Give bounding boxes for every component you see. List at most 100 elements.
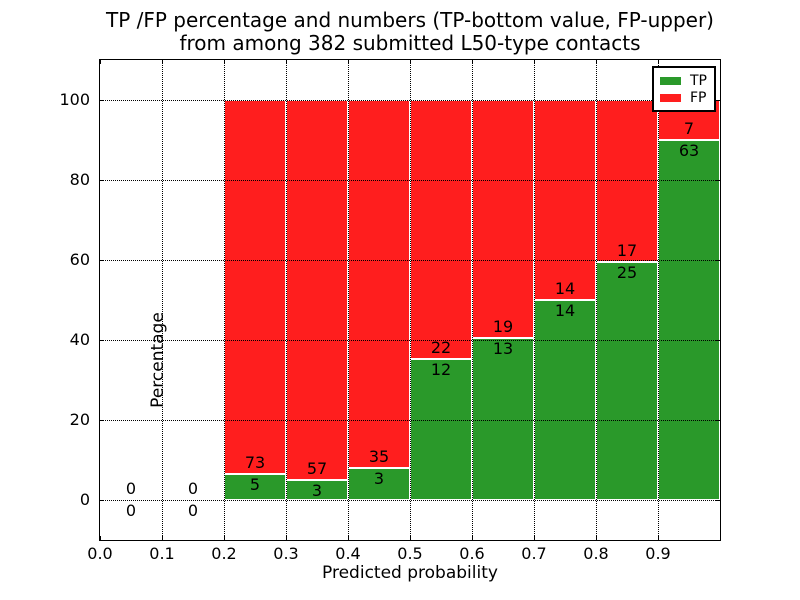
x-gridline: [534, 60, 535, 540]
x-gridline: [224, 60, 225, 540]
x-tick-label: 0.2: [211, 544, 237, 563]
bar-segment-fp: [348, 100, 410, 469]
chart-title-line2: from among 382 submitted L50-type contac…: [179, 31, 641, 55]
fp-color-swatch-icon: [660, 93, 681, 102]
bar-segment-tp: [410, 358, 472, 500]
x-tickmark-top: [224, 60, 225, 64]
y-tickmark-left: [100, 340, 104, 341]
fp-count-label: 17: [616, 240, 638, 260]
x-gridline: [658, 60, 659, 540]
x-gridline: [596, 60, 597, 540]
fp-count-label: 14: [554, 279, 576, 298]
legend-entry-fp: FP: [660, 89, 707, 106]
fp-count-label: 22: [430, 337, 452, 357]
tp-count-label: 63: [678, 141, 700, 160]
y-tick-label: 100: [59, 90, 90, 109]
bar-segment-fp: [534, 100, 596, 300]
y-tickmark-right: [716, 180, 720, 181]
x-tickmark-bottom: [224, 536, 225, 540]
bar-segment-tp: [534, 300, 596, 500]
bar-segment-fp: [224, 100, 286, 475]
y-tickmark-left: [100, 500, 104, 501]
x-tickmark-bottom: [100, 536, 101, 540]
tp-legend-label: TP: [690, 72, 707, 89]
fp-legend-label: FP: [690, 89, 707, 106]
x-tickmark-top: [348, 60, 349, 64]
y-tickmark-left: [100, 180, 104, 181]
x-tick-label: 0.7: [521, 544, 547, 563]
y-tick-label: 20: [69, 410, 90, 429]
x-tick-label: 0.0: [87, 544, 113, 563]
x-tickmark-top: [410, 60, 411, 64]
y-tick-label: 60: [69, 250, 90, 269]
x-tickmark-bottom: [472, 536, 473, 540]
x-tickmark-top: [472, 60, 473, 64]
y-tickmark-left: [100, 260, 104, 261]
x-tick-label: 0.1: [149, 544, 175, 563]
x-tickmark-top: [162, 60, 163, 64]
legend: TP FP: [652, 66, 716, 112]
x-tickmark-bottom: [162, 536, 163, 540]
bar-segment-fp: [472, 100, 534, 338]
tp-count-label: 3: [311, 481, 323, 500]
x-tickmark-top: [658, 60, 659, 64]
x-gridline: [348, 60, 349, 540]
bar-segment-tp: [658, 140, 720, 500]
y-tick-label: 0: [79, 490, 90, 509]
y-axis-label: Percentage: [148, 312, 168, 408]
y-tickmark-right: [716, 500, 720, 501]
fp-count-label: 19: [492, 316, 514, 336]
x-tick-label: 0.4: [335, 544, 361, 563]
x-tick-label: 0.8: [583, 544, 609, 563]
y-tickmark-left: [100, 100, 104, 101]
fp-count-label: 0: [187, 479, 199, 498]
y-tickmark-right: [716, 420, 720, 421]
tp-count-label: 13: [492, 338, 514, 358]
fp-count-label: 73: [244, 453, 266, 473]
tp-count-label: 25: [616, 262, 638, 282]
y-tick-label: 80: [69, 170, 90, 189]
x-tickmark-top: [534, 60, 535, 64]
y-tick-label: 40: [69, 330, 90, 349]
x-tickmark-top: [100, 60, 101, 64]
bar-segment-fp: [286, 100, 348, 480]
y-tickmark-left: [100, 420, 104, 421]
x-tickmark-top: [596, 60, 597, 64]
x-tickmark-bottom: [348, 536, 349, 540]
bar-segment-tp: [224, 474, 286, 500]
x-tick-label: 0.3: [273, 544, 299, 563]
x-tick-label: 0.6: [459, 544, 485, 563]
bar-segment-tp: [348, 468, 410, 500]
x-tickmark-bottom: [286, 536, 287, 540]
x-gridline: [286, 60, 287, 540]
y-tickmark-right: [716, 100, 720, 101]
tp-count-label: 0: [125, 501, 137, 520]
x-axis-label: Predicted probability: [322, 563, 498, 583]
x-gridline: [472, 60, 473, 540]
tp-color-swatch-icon: [660, 76, 681, 85]
tp-count-label: 14: [554, 301, 576, 320]
bar-segment-tp: [596, 261, 658, 500]
plot-area: Percentage TP FP 0 0 0 0 73 5 57 3 35 3 22 12 19 13 14…: [59, 59, 721, 562]
x-tickmark-top: [286, 60, 287, 64]
y-tickmark-right: [716, 340, 720, 341]
x-tick-label: 0.9: [645, 544, 671, 563]
x-tickmark-bottom: [596, 536, 597, 540]
x-tickmark-bottom: [534, 536, 535, 540]
x-gridline: [410, 60, 411, 540]
bar-segment-tp: [472, 337, 534, 500]
x-tickmark-bottom: [658, 536, 659, 540]
tp-count-label: 5: [249, 475, 261, 495]
chart-title-line1: TP /FP percentage and numbers (TP-bottom…: [106, 8, 714, 32]
tp-count-label: 0: [187, 501, 199, 520]
fp-count-label: 0: [125, 479, 137, 498]
x-gridline: [162, 60, 163, 540]
y-tickmark-right: [716, 260, 720, 261]
fp-count-label: 35: [368, 447, 390, 467]
legend-entry-tp: TP: [660, 72, 707, 89]
tp-count-label: 12: [430, 359, 452, 379]
fp-count-label: 57: [306, 459, 328, 478]
x-tick-label: 0.5: [397, 544, 423, 563]
bar-segment-fp: [410, 100, 472, 359]
